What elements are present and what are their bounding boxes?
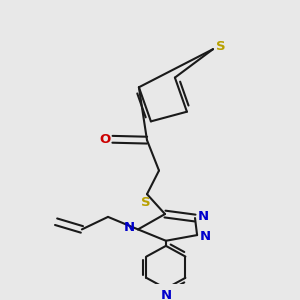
Text: S: S — [216, 40, 225, 53]
Text: N: N — [124, 221, 135, 235]
Text: O: O — [99, 133, 111, 146]
Text: S: S — [141, 196, 150, 209]
Text: N: N — [160, 289, 172, 300]
Text: N: N — [200, 230, 211, 243]
Text: N: N — [198, 210, 209, 223]
